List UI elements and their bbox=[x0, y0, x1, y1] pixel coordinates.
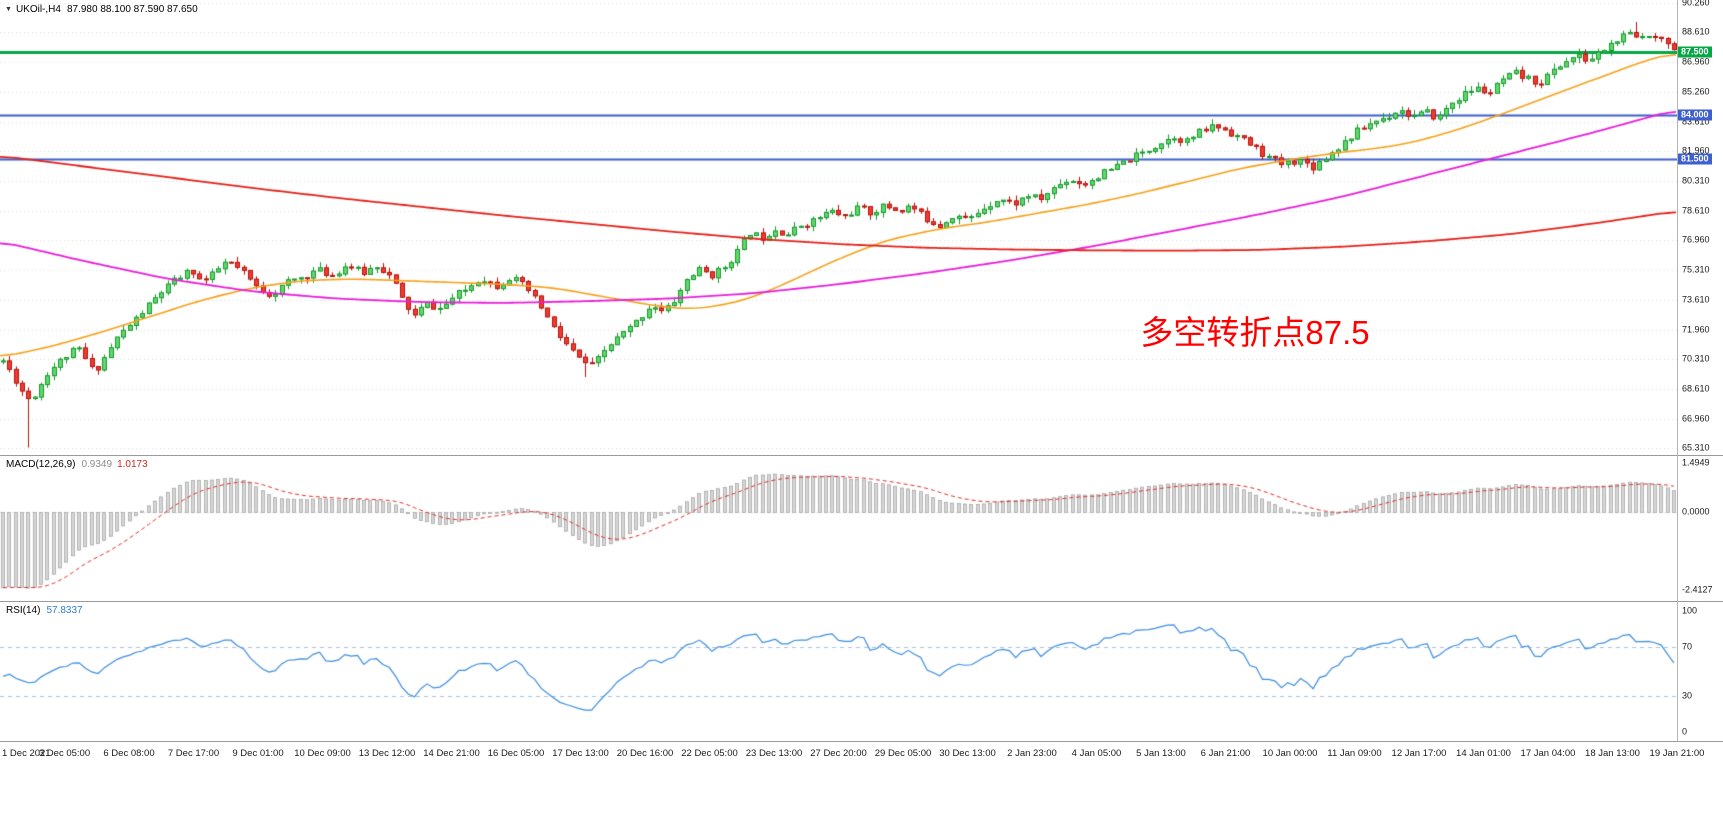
time-axis-label: 18 Jan 13:00 bbox=[1585, 748, 1640, 759]
axis-tick-label: 83.610 bbox=[1682, 116, 1710, 127]
axis-tick-label: 0.0000 bbox=[1682, 506, 1710, 517]
axis-tick-label: 78.610 bbox=[1682, 205, 1710, 216]
ohlc-values: 87.980 88.100 87.590 87.650 bbox=[66, 4, 198, 15]
rsi-label: RSI(14) bbox=[6, 605, 41, 616]
chart-header: ▼ UKOil-,H4 87.980 88.100 87.590 87.650 bbox=[5, 4, 198, 15]
axis-tick-label: 70 bbox=[1682, 641, 1693, 652]
axis-tick-label: 68.610 bbox=[1682, 383, 1710, 394]
time-axis-label: 11 Jan 09:00 bbox=[1327, 748, 1382, 759]
axis-tick-label: 30 bbox=[1682, 690, 1693, 701]
axis-tick-label: 80.310 bbox=[1682, 175, 1710, 186]
rsi-header: RSI(14) 57.8337 bbox=[6, 605, 83, 616]
time-axis-label: 17 Jan 04:00 bbox=[1520, 748, 1576, 759]
axis-tick-label: 73.610 bbox=[1682, 294, 1710, 305]
axis-tick-label: 86.960 bbox=[1682, 56, 1710, 67]
time-axis-label: 10 Jan 00:00 bbox=[1262, 748, 1318, 759]
macd-label: MACD(12,26,9) bbox=[6, 459, 76, 470]
axis-tick-label: 71.960 bbox=[1682, 324, 1710, 335]
axis-tick-label: 1.4949 bbox=[1682, 457, 1710, 468]
rsi-axis[interactable]: 100 70 30 0 bbox=[1678, 602, 1723, 741]
time-axis-label: 1 Dec 2021 bbox=[2, 748, 51, 759]
price-line-label: 87.500 bbox=[1678, 46, 1712, 58]
macd-header: MACD(12,26,9) 0.9349 1.0173 bbox=[6, 459, 148, 470]
time-axis-label: 29 Dec 05:00 bbox=[874, 748, 932, 759]
axis-tick-label: 88.610 bbox=[1682, 26, 1710, 37]
time-axis-label: 20 Dec 16:00 bbox=[616, 748, 674, 759]
axis-tick-label: 0 bbox=[1682, 726, 1688, 737]
axis-tick-label: 76.960 bbox=[1682, 234, 1710, 245]
time-axis-label: 14 Dec 21:00 bbox=[423, 748, 480, 759]
axis-tick-label: 66.960 bbox=[1682, 413, 1710, 424]
axis-tick-label: 75.310 bbox=[1682, 264, 1710, 275]
time-axis-label: 4 Jan 05:00 bbox=[1071, 748, 1122, 759]
macd-main-value: 0.9349 bbox=[81, 459, 113, 470]
time-axis-label: 13 Dec 12:00 bbox=[358, 748, 416, 759]
time-axis-label: 12 Jan 17:00 bbox=[1391, 748, 1447, 759]
axis-tick-label: -2.4127 bbox=[1682, 584, 1713, 595]
time-axis-label: 23 Dec 13:00 bbox=[745, 748, 803, 759]
price-chart-panel: 90.260 88.610 86.960 85.260 83.610 81.960 80.3… bbox=[0, 0, 1723, 455]
macd-canvas[interactable] bbox=[0, 456, 1677, 601]
time-axis-label: 6 Dec 08:00 bbox=[103, 748, 155, 759]
time-axis-label: 5 Jan 13:00 bbox=[1136, 748, 1186, 759]
price-annotation-text: 多空转折点87.5 bbox=[1140, 314, 1370, 352]
axis-tick-label: 85.260 bbox=[1682, 86, 1710, 97]
time-axis-label: 3 Dec 05:00 bbox=[38, 748, 91, 759]
chart-marker-triangle-icon: ▼ bbox=[5, 6, 12, 13]
panel-separator bbox=[0, 601, 1723, 602]
time-axis-label: 7 Dec 17:00 bbox=[167, 748, 220, 759]
time-axis-label: 16 Dec 05:00 bbox=[487, 748, 545, 759]
axis-separator bbox=[1677, 0, 1678, 741]
price-line-label: 84.000 bbox=[1678, 109, 1712, 121]
axis-tick-label: 70.310 bbox=[1682, 353, 1710, 364]
macd-signal-value: 1.0173 bbox=[117, 459, 148, 470]
rsi-value: 57.8337 bbox=[46, 605, 83, 616]
time-axis-label: 6 Jan 21:00 bbox=[1200, 748, 1251, 759]
symbol-timeframe-label: UKOil-,H4 bbox=[15, 4, 61, 15]
axis-tick-label: 100 bbox=[1682, 605, 1698, 616]
time-axis-label: 27 Dec 20:00 bbox=[810, 748, 867, 759]
axis-tick-label: 65.310 bbox=[1682, 442, 1710, 453]
time-axis-label: 19 Jan 21:00 bbox=[1649, 748, 1705, 759]
price-axis[interactable]: 90.260 88.610 86.960 85.260 83.610 81.960 80.3… bbox=[1678, 0, 1723, 455]
rsi-indicator-panel: 100 70 30 0 RSI(14) 57.8337 bbox=[0, 602, 1723, 741]
panel-separator bbox=[0, 455, 1723, 456]
time-axis-label: 10 Dec 09:00 bbox=[294, 748, 351, 759]
rsi-canvas[interactable] bbox=[0, 602, 1677, 741]
time-axis-label: 2 Jan 23:00 bbox=[1007, 748, 1057, 759]
axis-tick-label: 90.260 bbox=[1682, 0, 1710, 8]
macd-axis[interactable]: 1.4949 0.0000 -2.4127 bbox=[1678, 456, 1723, 601]
time-axis-label: 22 Dec 05:00 bbox=[681, 748, 738, 759]
time-axis-label: 17 Dec 13:00 bbox=[552, 748, 609, 759]
price-chart-canvas[interactable] bbox=[0, 0, 1677, 455]
price-line-label: 81.500 bbox=[1678, 153, 1712, 165]
time-axis[interactable]: 1 Dec 2021 3 Dec 05:00 6 Dec 08:00 7 Dec 17… bbox=[0, 742, 1723, 772]
time-axis-label: 30 Dec 13:00 bbox=[939, 748, 996, 759]
axis-tick-label: 81.960 bbox=[1682, 145, 1710, 156]
macd-indicator-panel: 1.4949 0.0000 -2.4127 MACD(12,26,9) 0.9349 1… bbox=[0, 456, 1723, 601]
panel-separator bbox=[0, 741, 1723, 742]
time-axis-label: 14 Jan 01:00 bbox=[1456, 748, 1511, 759]
time-axis-label: 9 Dec 01:00 bbox=[232, 748, 284, 759]
